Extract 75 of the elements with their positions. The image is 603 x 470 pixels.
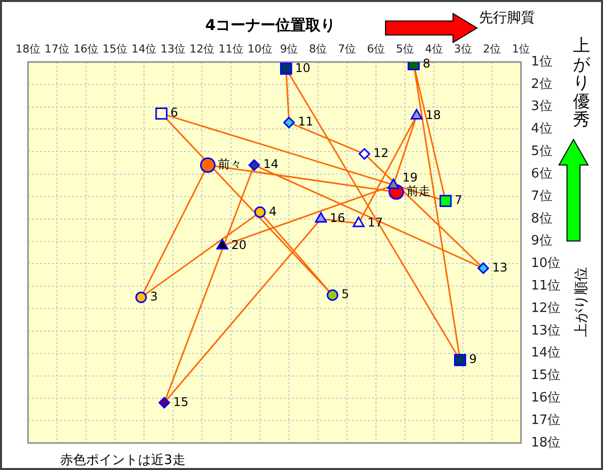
y-tick-label: 1位	[531, 54, 552, 70]
y-tick-label: 14位	[531, 346, 561, 361]
y-tick-label: 6位	[531, 166, 552, 182]
series-label: 9	[469, 352, 477, 366]
point	[280, 62, 292, 75]
x-tick-label: 6位	[367, 42, 385, 56]
x-tick-label: 13位	[160, 42, 186, 56]
series-label: 7	[454, 193, 462, 208]
series-label: 18	[426, 108, 441, 122]
x-tick-label: 11位	[218, 42, 244, 56]
point	[387, 178, 400, 190]
x-tick-label: 17位	[44, 42, 70, 56]
text: 上がり優秀	[572, 36, 591, 130]
series-label: 19	[402, 170, 418, 184]
point	[155, 107, 168, 120]
x-tick-label: 7位	[338, 42, 356, 56]
x-tick-label: 2位	[483, 42, 501, 56]
point	[216, 239, 228, 250]
x-tick-label: 9位	[280, 42, 298, 56]
x-tick-label: 4位	[425, 42, 443, 56]
x-tick-label: 3位	[454, 42, 472, 56]
point	[358, 148, 370, 160]
y-tick-label: 9位	[531, 234, 552, 249]
x-tick-label: 15位	[102, 42, 128, 56]
series-label: 4	[269, 204, 277, 218]
y-tick-label: 4位	[531, 122, 552, 137]
y-tick-label: 11位	[531, 278, 561, 294]
y-tick-label: 7位	[531, 188, 552, 204]
point	[352, 216, 365, 228]
y-tick-label: 18位	[531, 435, 561, 450]
text: 先行脚質	[479, 9, 535, 27]
point	[254, 206, 266, 218]
point	[440, 194, 452, 208]
series-label: 8	[422, 56, 430, 70]
text: 赤色ポイントは近3走	[60, 452, 186, 470]
point	[158, 396, 170, 408]
point	[478, 262, 490, 274]
series-label: 6	[170, 106, 178, 120]
series-label: 11	[298, 114, 314, 129]
point	[283, 116, 295, 128]
y-tick-label: 13位	[531, 323, 561, 338]
point	[314, 212, 327, 223]
x-tick-label: 5位	[396, 42, 414, 56]
point	[135, 292, 147, 304]
series-label: 5	[342, 287, 350, 302]
x-axis-title: 4コーナー位置取り	[205, 16, 336, 34]
y-tick-label: 3位	[531, 99, 552, 114]
point	[326, 289, 338, 301]
series-label: 3	[150, 289, 158, 304]
x-tick-label: 12位	[190, 42, 214, 56]
point	[454, 354, 466, 366]
x-tick-label: 8位	[309, 42, 327, 56]
series-label: 10	[295, 60, 310, 75]
x-tick-label: 16位	[74, 42, 98, 56]
y-tick-label: 2位	[531, 76, 552, 92]
x-tick-label: 1位	[512, 42, 530, 56]
x-tick-label: 14位	[132, 42, 156, 56]
series-label: 15	[173, 394, 189, 409]
series-label: 20	[231, 238, 247, 252]
series-label: 14	[263, 157, 278, 172]
y-tick-label: 8位	[531, 211, 552, 226]
y-tick-label: 16位	[531, 390, 561, 406]
y-tick-label: 17位	[531, 412, 561, 428]
y-tick-label: 15位	[531, 368, 561, 384]
y-axis-title: 上がり順位	[574, 267, 590, 337]
point	[200, 157, 216, 173]
series-label: 12	[373, 146, 389, 160]
y-tick-label: 5位	[531, 144, 552, 160]
series-label: 13	[492, 260, 508, 274]
x-tick-label: 10位	[248, 42, 272, 56]
point	[248, 159, 260, 171]
x-tick-label: 18位	[16, 42, 40, 56]
y-tick-label: 12位	[531, 300, 561, 316]
point	[410, 109, 423, 120]
y-tick-label: 10位	[531, 256, 561, 272]
